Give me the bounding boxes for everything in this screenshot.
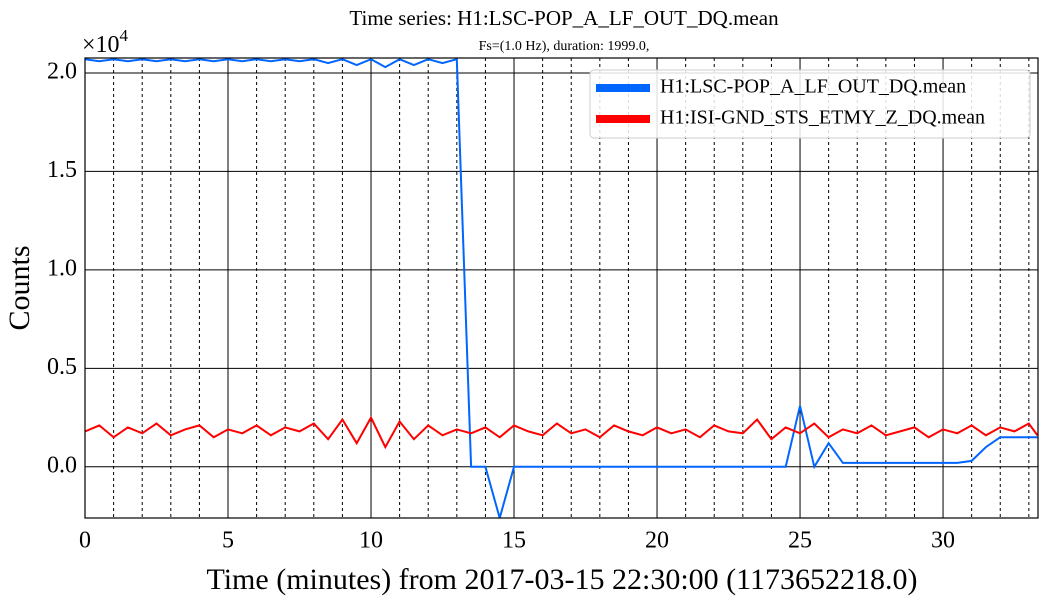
y-tick-label: 1.0 xyxy=(47,255,77,281)
x-tick-label: 10 xyxy=(359,528,383,554)
chart-title: Time series: H1:LSC-POP_A_LF_OUT_DQ.mean xyxy=(349,6,779,30)
offset-base: ×10 xyxy=(82,32,120,58)
y-tick-label: 1.5 xyxy=(47,157,77,183)
series-line xyxy=(85,415,1038,450)
legend-label: H1:ISI-GND_STS_ETMY_Z_DQ.mean xyxy=(660,107,985,129)
y-offset: ×104 xyxy=(82,26,129,58)
x-tick-label: 20 xyxy=(645,528,669,554)
plot-frame xyxy=(84,57,1039,519)
y-tick-label: 2.0 xyxy=(47,58,77,84)
offset-exponent: 4 xyxy=(120,26,129,45)
x-tick-label: 25 xyxy=(788,528,812,554)
x-tick-label: 5 xyxy=(222,528,234,554)
x-tick-label: 30 xyxy=(931,528,955,554)
series-line xyxy=(85,58,1038,518)
legend-label: H1:LSC-POP_A_LF_OUT_DQ.mean xyxy=(660,76,966,98)
x-tick-label: 0 xyxy=(79,528,91,554)
y-tick-label: 0.5 xyxy=(47,354,77,380)
x-axis-label: Time (minutes) from 2017-03-15 22:30:00 … xyxy=(206,563,917,596)
y-tick-label: 0.0 xyxy=(47,452,77,478)
y-axis-label: Counts xyxy=(3,245,36,330)
chart-subtitle: Fs=(1.0 Hz), duration: 1999.0, xyxy=(479,39,650,54)
x-tick-label: 15 xyxy=(502,528,526,554)
legend-box xyxy=(589,69,1031,139)
